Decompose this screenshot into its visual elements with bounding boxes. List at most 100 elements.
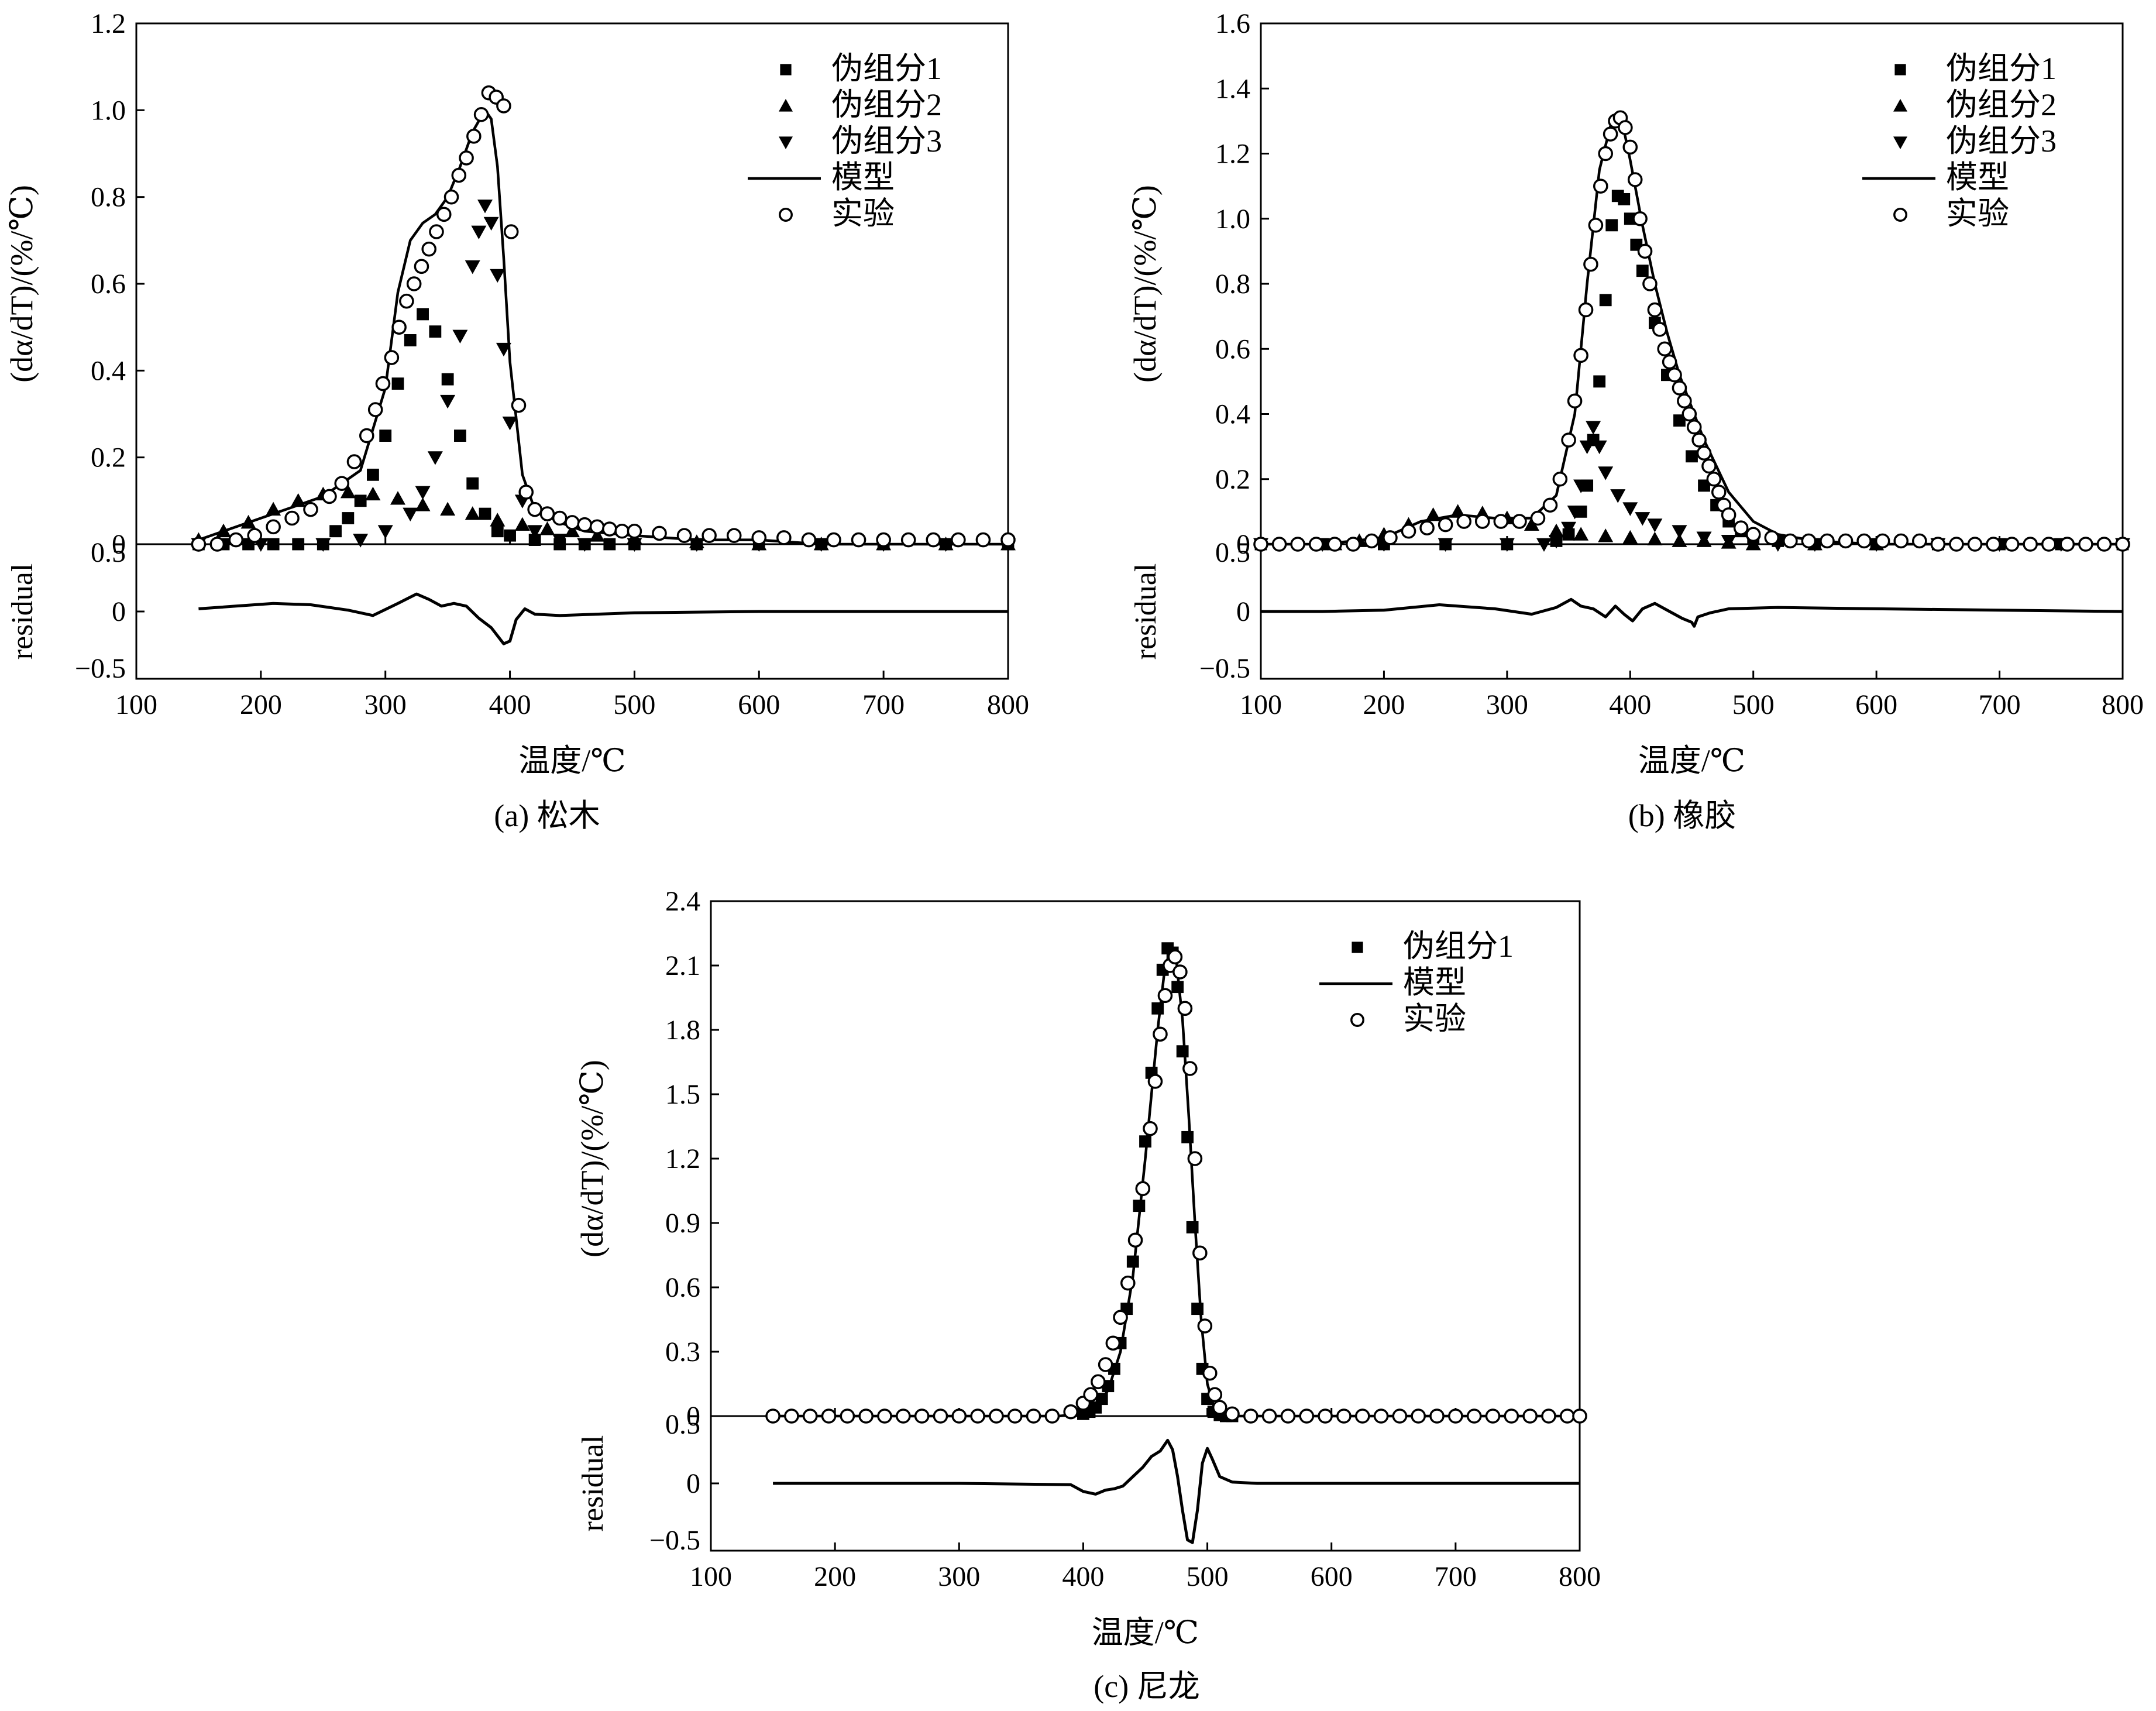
chart-nilong: 100 200 300 400 500 600 700 800 0 0.3 0.6 0.9 1.2 1.5… <box>575 886 1601 1650</box>
residual-axis-label: residual <box>576 1435 610 1532</box>
data-point <box>1764 530 1780 545</box>
y-tick-label: 0.6 <box>1215 334 1250 365</box>
data-point <box>491 525 504 538</box>
data-point <box>1536 538 1552 552</box>
data-point <box>1007 1408 1023 1424</box>
x-tick-label: 300 <box>1486 689 1528 720</box>
data-point <box>1838 533 1854 549</box>
data-point <box>1701 458 1717 474</box>
data-point <box>403 507 418 522</box>
data-point <box>1856 533 1872 549</box>
data-point <box>303 501 318 517</box>
data-point <box>1271 537 1287 552</box>
y-tick-label: 2.4 <box>665 886 700 917</box>
data-point <box>1181 1131 1194 1143</box>
data-point <box>1911 533 1927 549</box>
data-point <box>440 501 456 516</box>
data-point <box>390 491 405 505</box>
residual-y-tick-label: 0 <box>686 1468 700 1499</box>
legend-label: 伪组分1 <box>1946 51 2057 86</box>
data-point <box>577 517 593 532</box>
data-point <box>459 150 474 166</box>
data-point <box>975 532 991 548</box>
data-point <box>776 530 792 545</box>
chart-xiangjiao: 100 200 300 400 500 600 700 800 0 0.2 0.4 0.6 0.8 1.0… <box>1127 8 2144 778</box>
legend-label: 伪组分1 <box>831 51 942 86</box>
data-point <box>1733 520 1749 535</box>
legend-marker-symbol <box>779 208 793 222</box>
residual-y-tick-label: 0 <box>112 596 126 627</box>
data-point <box>1632 211 1648 226</box>
model-line <box>198 109 1008 546</box>
x-tick-label: 800 <box>2102 689 2144 720</box>
data-point <box>1308 537 1324 552</box>
data-point <box>1593 375 1606 388</box>
data-point <box>2115 537 2130 552</box>
legend-label: 伪组分2 <box>1946 87 2057 122</box>
data-point <box>877 1408 892 1424</box>
data-point <box>577 538 593 552</box>
data-point <box>404 334 417 346</box>
data-point <box>528 534 541 546</box>
y-tick-label: 0.2 <box>1215 464 1250 495</box>
data-point <box>2023 537 2038 552</box>
data-point <box>502 416 518 431</box>
data-point <box>511 397 527 413</box>
data-point <box>1419 520 1435 535</box>
data-point <box>429 224 444 239</box>
legend-marker-symbol <box>1893 99 1907 112</box>
data-point <box>209 537 225 552</box>
data-point <box>379 430 392 442</box>
data-point <box>1672 533 1687 547</box>
legend-marker-symbol <box>1893 208 1907 222</box>
data-point <box>1225 1406 1240 1422</box>
data-point <box>627 523 642 539</box>
data-point <box>826 532 841 548</box>
data-point <box>1561 521 1577 536</box>
series-实验 <box>765 949 1587 1424</box>
x-tick-label: 500 <box>1732 689 1775 720</box>
series-实验 <box>1253 110 2130 552</box>
data-point <box>228 532 244 548</box>
data-point <box>1783 533 1798 549</box>
data-point <box>1383 530 1398 545</box>
data-point <box>266 519 281 535</box>
data-point <box>1549 523 1564 538</box>
data-point <box>1567 505 1583 520</box>
data-point <box>1698 479 1710 492</box>
data-point <box>465 260 480 274</box>
data-point <box>1706 471 1722 487</box>
data-point <box>377 525 393 539</box>
data-point <box>1801 533 1817 549</box>
data-point <box>1598 146 1613 162</box>
data-point <box>1411 1408 1426 1424</box>
data-point <box>602 521 617 537</box>
data-point <box>2059 537 2075 552</box>
data-point <box>1696 531 1712 545</box>
data-point <box>504 529 516 542</box>
data-point <box>1429 1408 1445 1424</box>
x-axis-label: 温度/℃ <box>1092 1615 1199 1650</box>
data-point <box>1207 1387 1223 1403</box>
data-point <box>896 1408 911 1424</box>
residual-y-tick-label: −0.5 <box>649 1525 700 1556</box>
data-point <box>1652 322 1667 337</box>
data-point <box>614 523 630 539</box>
data-point <box>496 98 511 114</box>
data-point <box>552 510 568 526</box>
data-point <box>1721 507 1737 523</box>
data-point <box>1153 1026 1168 1042</box>
data-point <box>1745 527 1761 542</box>
data-point <box>1299 1408 1315 1424</box>
x-tick-label: 400 <box>1609 689 1651 720</box>
x-tick-label: 700 <box>862 689 905 720</box>
data-point <box>1456 514 1472 529</box>
data-point <box>406 276 422 291</box>
data-point <box>914 1408 930 1424</box>
y-tick-label: 0 <box>1236 529 1250 560</box>
data-point <box>399 293 414 309</box>
data-point <box>1573 527 1589 541</box>
x-tick-label: 100 <box>1240 689 1282 720</box>
data-point <box>951 1408 967 1424</box>
